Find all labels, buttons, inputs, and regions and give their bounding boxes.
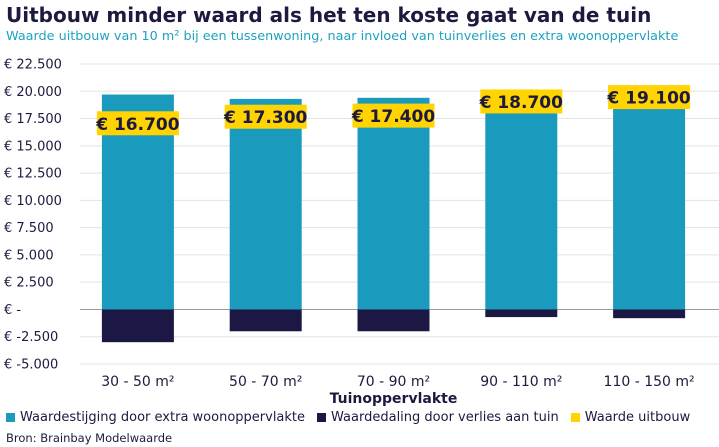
value-label-box	[480, 89, 563, 114]
y-tick-label: € 22.500	[4, 58, 62, 73]
y-tick-label: € -	[4, 303, 21, 318]
legend-swatch-positive	[6, 413, 15, 422]
y-tick-label: € 12.500	[4, 167, 62, 182]
y-tick-label: € 17.500	[4, 112, 62, 127]
bar-negative	[229, 309, 302, 332]
legend: Waardestijging door extra woonoppervlakt…	[6, 410, 702, 425]
bar-positive	[485, 97, 558, 310]
value-label-box	[96, 111, 179, 136]
legend-label-positive: Waardestijging door extra woonoppervlakt…	[20, 410, 306, 425]
legend-label-negative: Waardedaling door verlies aan tuin	[331, 410, 559, 425]
value-label: € 17.400	[351, 107, 436, 127]
y-tick-label: € 2.500	[4, 276, 54, 291]
y-tick-label: € 20.000	[4, 85, 62, 100]
legend-item-positive: Waardestijging door extra woonoppervlakt…	[6, 410, 305, 425]
source-note: Bron: Brainbay Modelwaarde	[6, 431, 173, 445]
bar-negative	[613, 309, 686, 319]
x-axis-title: Tuinoppervlakte	[330, 391, 458, 407]
value-label: € 17.300	[223, 108, 308, 128]
bar-positive	[229, 98, 302, 310]
legend-item-value: Waarde uitbouw	[570, 410, 691, 425]
chart-subtitle: Waarde uitbouw van 10 m² bij een tussenw…	[6, 29, 679, 44]
x-tick-label: 30 - 50 m²	[101, 374, 174, 390]
y-tick-label: € 10.000	[4, 194, 62, 209]
x-tick-label: 70 - 90 m²	[357, 374, 430, 390]
legend-item-negative: Waardedaling door verlies aan tuin	[317, 410, 559, 425]
value-label: € 18.700	[479, 93, 564, 113]
chart-title: Uitbouw minder waard als het ten koste g…	[6, 3, 652, 27]
bar-negative	[485, 309, 558, 318]
x-tick-label: 50 - 70 m²	[229, 374, 302, 390]
y-tick-label: € 15.000	[4, 139, 62, 154]
legend-swatch-value	[570, 413, 580, 422]
y-tick-label: € -5.000	[4, 358, 58, 373]
value-label: € 16.700	[95, 115, 180, 135]
bar-positive	[613, 92, 686, 310]
bar-negative	[101, 309, 174, 343]
value-label-box	[224, 104, 307, 129]
legend-label-value: Waarde uitbouw	[584, 410, 691, 425]
value-label: € 19.100	[606, 89, 691, 109]
y-tick-label: € 7.500	[4, 221, 54, 236]
y-tick-label: € 5.000	[4, 248, 54, 263]
legend-swatch-negative	[317, 413, 327, 422]
value-label-box	[352, 103, 435, 128]
bar-positive	[357, 97, 430, 310]
y-tick-label: € -2.500	[4, 330, 58, 345]
x-tick-label: 90 - 110 m²	[480, 374, 562, 390]
x-tick-label: 110 - 150 m²	[604, 374, 695, 390]
bar-negative	[357, 309, 430, 332]
value-label-box	[608, 85, 691, 110]
